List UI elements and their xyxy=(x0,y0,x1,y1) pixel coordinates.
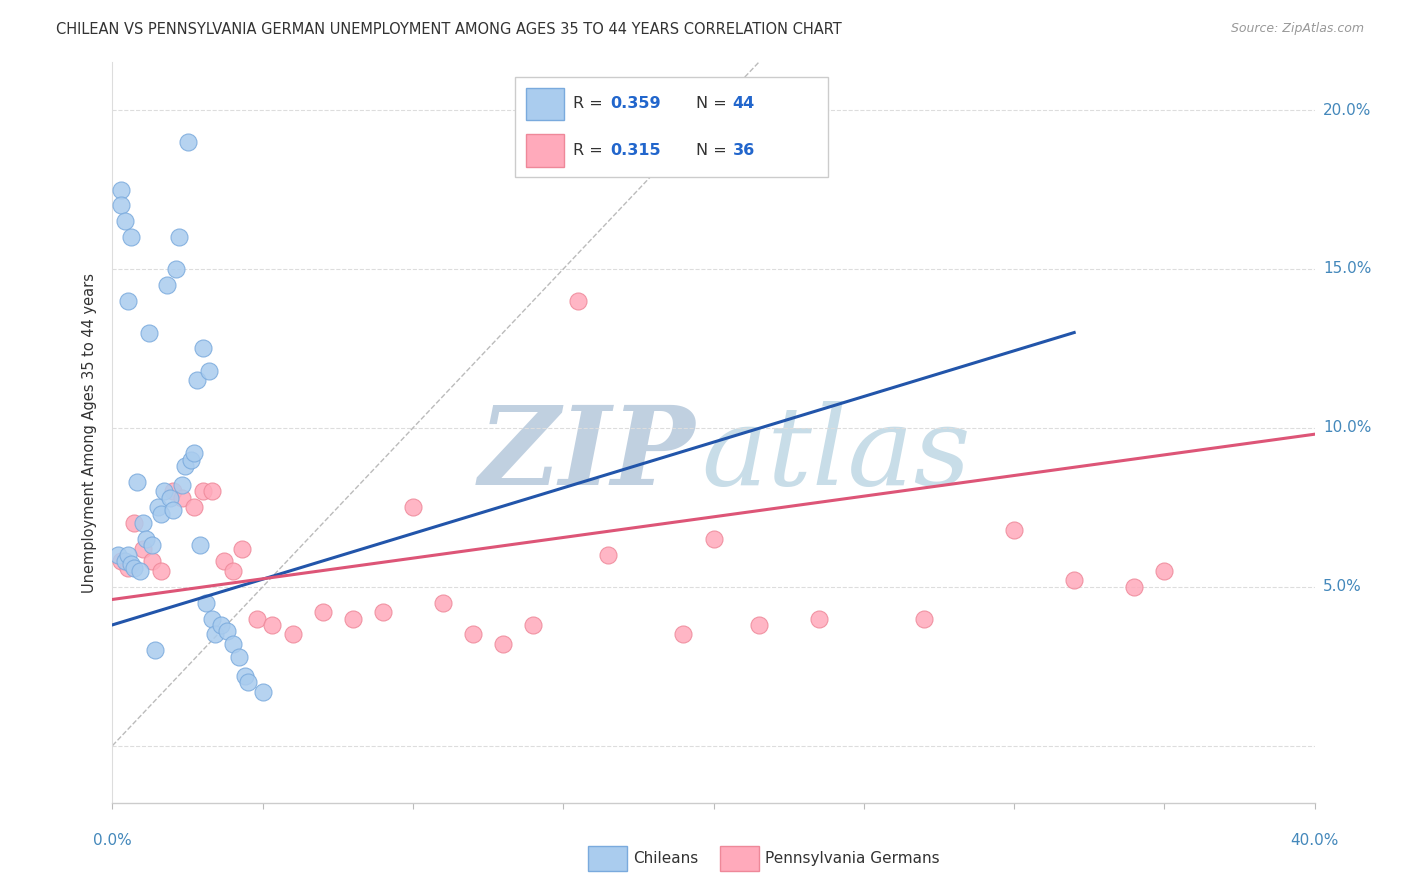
Point xyxy=(155,277,177,292)
Point xyxy=(135,532,157,546)
Point xyxy=(117,293,139,308)
Point xyxy=(312,605,335,619)
Point xyxy=(110,554,132,568)
Point xyxy=(598,548,620,562)
Point xyxy=(128,564,150,578)
Point xyxy=(117,548,139,562)
Point xyxy=(197,364,219,378)
Point xyxy=(131,541,153,556)
Point xyxy=(672,627,695,641)
Point xyxy=(170,478,193,492)
Point xyxy=(461,627,484,641)
Text: ZIP: ZIP xyxy=(479,401,696,508)
Text: 10.0%: 10.0% xyxy=(1323,420,1371,435)
Text: CHILEAN VS PENNSYLVANIA GERMAN UNEMPLOYMENT AMONG AGES 35 TO 44 YEARS CORRELATIO: CHILEAN VS PENNSYLVANIA GERMAN UNEMPLOYM… xyxy=(56,22,842,37)
Point xyxy=(236,675,259,690)
Point xyxy=(149,564,172,578)
Text: Chileans: Chileans xyxy=(633,851,697,865)
Point xyxy=(228,649,250,664)
Point xyxy=(252,684,274,698)
Point xyxy=(183,500,205,515)
Point xyxy=(1063,574,1085,588)
Point xyxy=(110,182,132,196)
Point xyxy=(215,624,238,639)
Point xyxy=(143,643,166,657)
Point xyxy=(201,484,224,499)
Point xyxy=(167,230,190,244)
Point xyxy=(141,554,163,568)
Point xyxy=(222,564,245,578)
Point xyxy=(912,611,935,625)
Point xyxy=(141,538,163,552)
Point xyxy=(1153,564,1175,578)
Point xyxy=(567,293,589,308)
Point xyxy=(522,618,544,632)
Point xyxy=(138,326,160,340)
Point xyxy=(125,475,148,489)
Point xyxy=(233,669,256,683)
Point xyxy=(146,500,169,515)
Point xyxy=(748,618,770,632)
Point xyxy=(180,452,202,467)
Point xyxy=(402,500,425,515)
Point xyxy=(191,342,214,356)
Point xyxy=(1123,580,1146,594)
Point xyxy=(110,198,132,212)
Text: 0.0%: 0.0% xyxy=(93,833,132,848)
Point xyxy=(159,491,181,505)
Point xyxy=(117,560,139,574)
Point xyxy=(201,611,224,625)
Point xyxy=(120,558,142,572)
Point xyxy=(131,516,153,531)
Text: Source: ZipAtlas.com: Source: ZipAtlas.com xyxy=(1230,22,1364,36)
Point xyxy=(186,373,208,387)
Point xyxy=(122,560,145,574)
Point xyxy=(149,507,172,521)
Point xyxy=(176,135,198,149)
Point xyxy=(107,548,129,562)
Point xyxy=(162,503,184,517)
Point xyxy=(170,491,193,505)
Text: atlas: atlas xyxy=(702,401,972,508)
Point xyxy=(194,596,217,610)
Point xyxy=(204,627,226,641)
Point xyxy=(191,484,214,499)
Point xyxy=(114,554,136,568)
Point xyxy=(152,484,174,499)
Text: 5.0%: 5.0% xyxy=(1323,579,1361,594)
Point xyxy=(1002,523,1025,537)
Point xyxy=(260,618,283,632)
Text: 15.0%: 15.0% xyxy=(1323,261,1371,277)
Point xyxy=(702,532,725,546)
Point xyxy=(246,611,269,625)
Point xyxy=(212,554,235,568)
Point xyxy=(188,538,211,552)
Text: Pennsylvania Germans: Pennsylvania Germans xyxy=(765,851,939,865)
Point xyxy=(173,458,195,473)
Point xyxy=(492,637,515,651)
Point xyxy=(183,446,205,460)
Point xyxy=(432,596,454,610)
Point xyxy=(162,484,184,499)
Y-axis label: Unemployment Among Ages 35 to 44 years: Unemployment Among Ages 35 to 44 years xyxy=(82,273,97,592)
Point xyxy=(122,516,145,531)
Point xyxy=(222,637,245,651)
Point xyxy=(342,611,364,625)
Text: 40.0%: 40.0% xyxy=(1291,833,1339,848)
Point xyxy=(281,627,304,641)
Point xyxy=(209,618,232,632)
Point xyxy=(114,214,136,228)
Point xyxy=(807,611,830,625)
Point xyxy=(120,230,142,244)
Text: 20.0%: 20.0% xyxy=(1323,103,1371,118)
Point xyxy=(165,262,187,277)
Point xyxy=(231,541,253,556)
Point xyxy=(371,605,394,619)
